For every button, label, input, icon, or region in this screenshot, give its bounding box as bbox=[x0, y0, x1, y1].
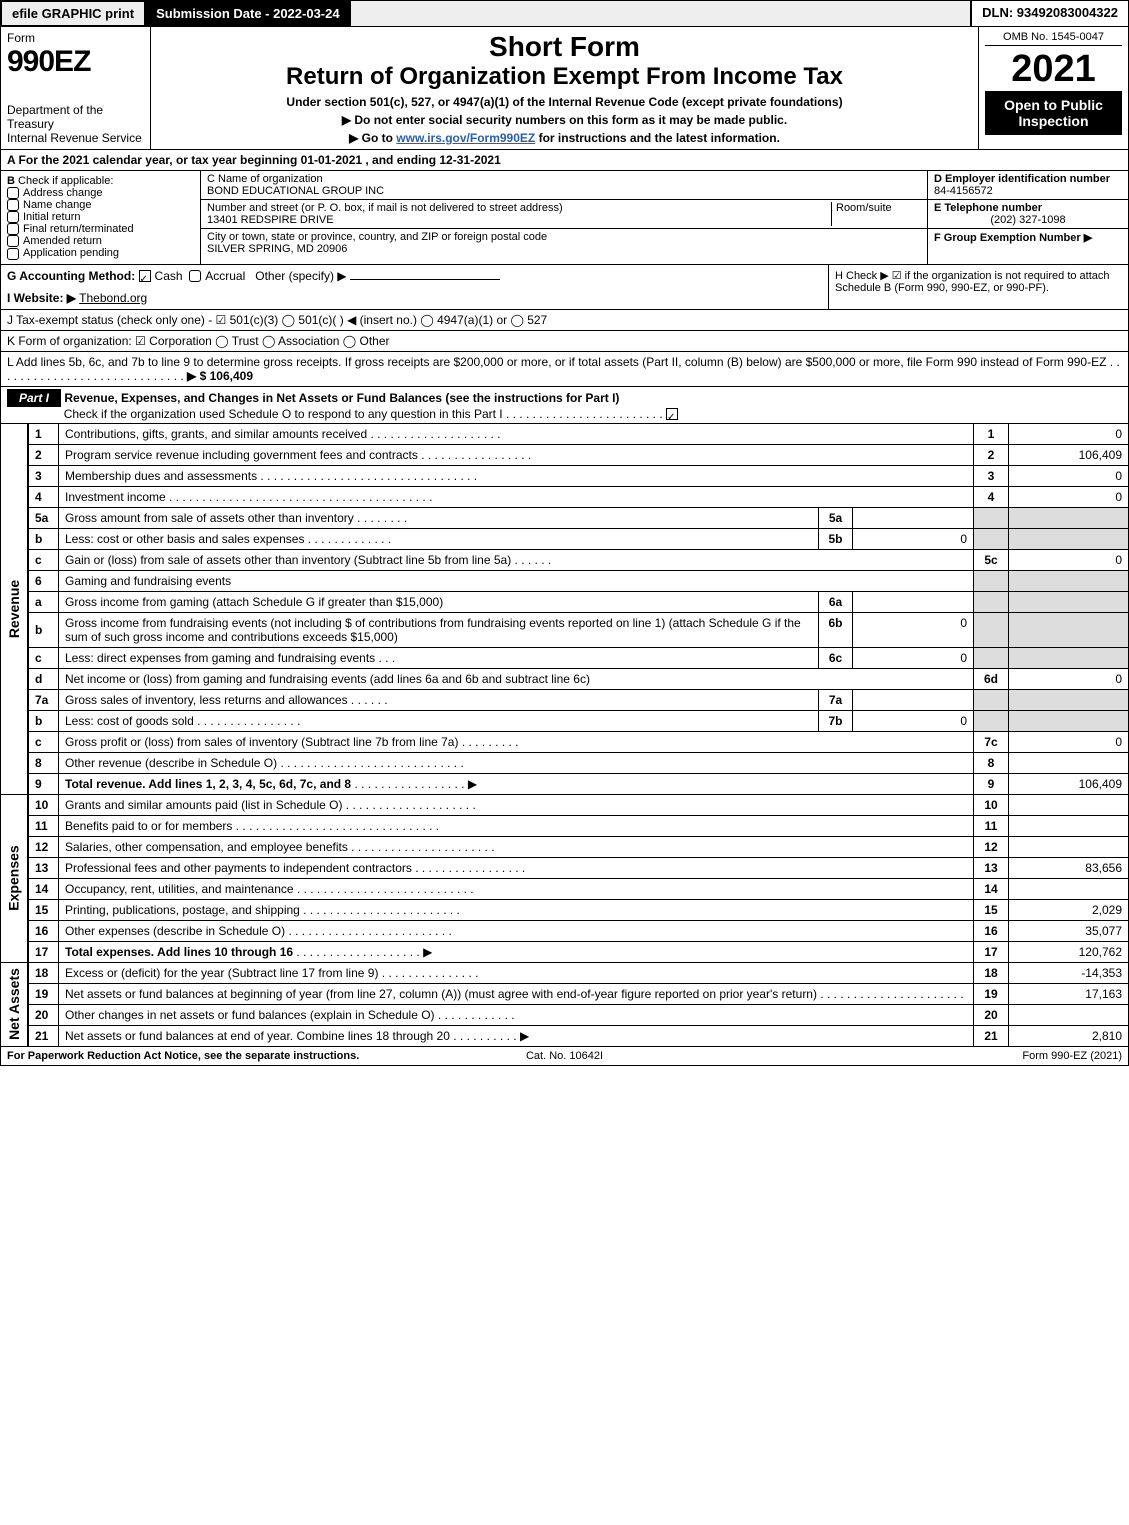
b-label: B bbox=[7, 175, 15, 187]
accounting-method-block: G Accounting Method: Cash Accrual Other … bbox=[0, 265, 1129, 310]
main-title: Return of Organization Exempt From Incom… bbox=[159, 63, 970, 91]
g-label: G Accounting Method: bbox=[7, 269, 135, 283]
room-suite-label: Room/suite bbox=[831, 202, 921, 226]
street-address: 13401 REDSPIRE DRIVE bbox=[207, 214, 831, 226]
addr-label: Number and street (or P. O. box, if mail… bbox=[207, 202, 831, 214]
website-value: Thebond.org bbox=[79, 291, 147, 305]
chk-initial-return[interactable] bbox=[7, 211, 19, 223]
subtitle-1: Under section 501(c), 527, or 4947(a)(1)… bbox=[159, 95, 970, 109]
revenue-side-label: Revenue bbox=[0, 424, 28, 795]
chk-application-pending[interactable] bbox=[7, 248, 19, 260]
org-info-block: B Check if applicable: Address change Na… bbox=[0, 171, 1129, 265]
chk-amended-return[interactable] bbox=[7, 235, 19, 247]
i-website-label: I Website: ▶ bbox=[7, 291, 76, 305]
part-i-header: Part I Revenue, Expenses, and Changes in… bbox=[0, 387, 1129, 424]
topbar: efile GRAPHIC print Submission Date - 20… bbox=[0, 0, 1129, 27]
chk-address-change[interactable] bbox=[7, 187, 19, 199]
form-word: Form bbox=[7, 31, 144, 45]
ein: 84-4156572 bbox=[934, 185, 993, 197]
expenses-side-label: Expenses bbox=[0, 795, 28, 963]
other-specify: Other (specify) ▶ bbox=[255, 269, 346, 283]
org-name: BOND EDUCATIONAL GROUP INC bbox=[207, 185, 921, 197]
net-assets-side-label: Net Assets bbox=[0, 963, 28, 1047]
cat-no: Cat. No. 10642I bbox=[379, 1050, 751, 1062]
line-a-tax-year: A For the 2021 calendar year, or tax yea… bbox=[0, 150, 1129, 171]
paperwork-notice: For Paperwork Reduction Act Notice, see … bbox=[7, 1050, 379, 1062]
h-schedule-b: H Check ▶ ☑ if the organization is not r… bbox=[828, 265, 1128, 309]
f-group-exemption: F Group Exemption Number ▶ bbox=[934, 232, 1092, 244]
expenses-table: 10Grants and similar amounts paid (list … bbox=[28, 795, 1129, 963]
open-public-inspection: Open to Public Inspection bbox=[985, 91, 1122, 135]
tax-year: 2021 bbox=[985, 48, 1122, 91]
chk-final-return[interactable] bbox=[7, 223, 19, 235]
c-label: C Name of organization bbox=[207, 173, 921, 185]
k-form-of-organization: K Form of organization: ☑ Corporation ◯ … bbox=[0, 331, 1129, 352]
d-label: D Employer identification number bbox=[934, 173, 1110, 185]
form-number: 990EZ bbox=[7, 45, 144, 79]
chk-schedule-o[interactable] bbox=[666, 408, 678, 420]
irs-label: Internal Revenue Service bbox=[7, 131, 144, 145]
chk-accrual[interactable] bbox=[189, 270, 201, 282]
e-phone-label: E Telephone number bbox=[934, 202, 1042, 214]
subtitle-2: ▶ Do not enter social security numbers o… bbox=[159, 113, 970, 127]
net-assets-table: 18Excess or (deficit) for the year (Subt… bbox=[28, 963, 1129, 1047]
form-ref: Form 990-EZ (2021) bbox=[750, 1050, 1122, 1062]
omb-number: OMB No. 1545-0047 bbox=[985, 31, 1122, 46]
dln-label: DLN: 93492083004322 bbox=[970, 1, 1128, 26]
efile-print-button[interactable]: efile GRAPHIC print bbox=[1, 1, 145, 26]
chk-cash[interactable] bbox=[139, 270, 151, 282]
dept-treasury: Department of the Treasury bbox=[7, 103, 144, 131]
submission-date: Submission Date - 2022-03-24 bbox=[145, 1, 351, 26]
city-label: City or town, state or province, country… bbox=[207, 231, 921, 243]
phone: (202) 327-1098 bbox=[934, 214, 1122, 226]
short-form-title: Short Form bbox=[159, 31, 970, 63]
b-check-if: Check if applicable: bbox=[18, 175, 113, 187]
city-state-zip: SILVER SPRING, MD 20906 bbox=[207, 243, 921, 255]
chk-name-change[interactable] bbox=[7, 199, 19, 211]
form-header: Form 990EZ Department of the Treasury In… bbox=[0, 27, 1129, 150]
revenue-table: 1Contributions, gifts, grants, and simil… bbox=[28, 424, 1129, 795]
irs-link[interactable]: www.irs.gov/Form990EZ bbox=[396, 131, 535, 145]
page-footer: For Paperwork Reduction Act Notice, see … bbox=[0, 1047, 1129, 1066]
part-i-title: Revenue, Expenses, and Changes in Net As… bbox=[64, 391, 619, 405]
l-gross-receipts: L Add lines 5b, 6c, and 7b to line 9 to … bbox=[0, 352, 1129, 387]
part-i-label: Part I bbox=[7, 389, 61, 407]
part-i-check-line: Check if the organization used Schedule … bbox=[64, 407, 503, 421]
subtitle-3: ▶ Go to www.irs.gov/Form990EZ for instru… bbox=[159, 131, 970, 145]
j-tax-exempt-status: J Tax-exempt status (check only one) - ☑… bbox=[0, 310, 1129, 331]
